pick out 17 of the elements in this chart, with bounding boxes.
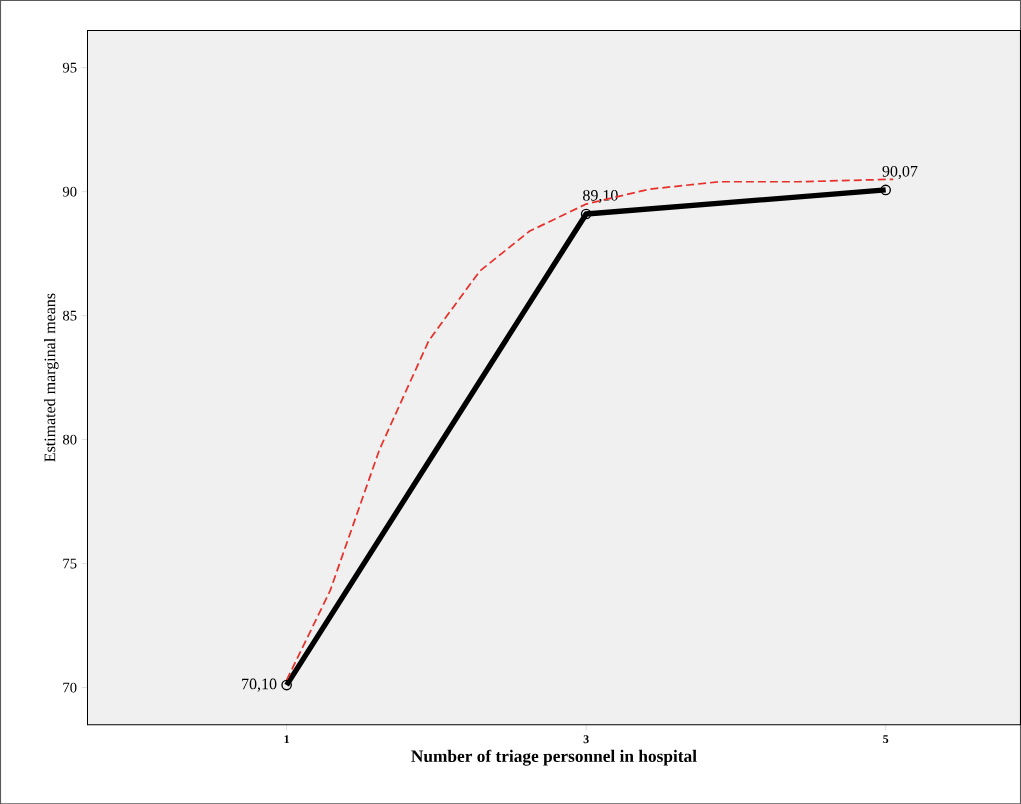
y-tick-label: 75 bbox=[63, 558, 77, 569]
y-axis-title: Estimated marginal means bbox=[44, 293, 59, 462]
point bbox=[580, 208, 592, 220]
point bbox=[880, 184, 892, 196]
data-label: 89,10 bbox=[583, 189, 618, 203]
x-tick-label: 1 bbox=[284, 735, 289, 743]
x-axis-title: Number of triage personnel in hospital bbox=[411, 749, 697, 766]
data-label: 90,07 bbox=[882, 165, 918, 179]
y-tick-label: 70 bbox=[63, 682, 77, 693]
y-tick-label: 90 bbox=[62, 186, 77, 197]
x-tick-label: 3 bbox=[583, 735, 589, 744]
data-label: 70,10 bbox=[242, 678, 277, 692]
point bbox=[281, 679, 292, 691]
y-tick-label: 80 bbox=[62, 434, 77, 445]
x-tick-label: 5 bbox=[883, 735, 889, 744]
y-tick-label: 85 bbox=[62, 310, 77, 321]
y-tick-label: 95 bbox=[62, 62, 77, 73]
